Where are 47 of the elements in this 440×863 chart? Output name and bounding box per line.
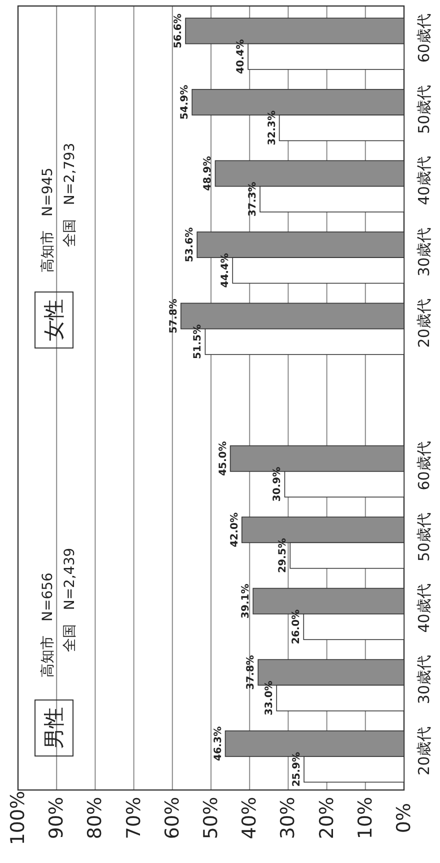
data-label: 29.5% <box>278 538 289 573</box>
y-tick-label: 50歳代 <box>415 84 433 134</box>
data-label: 48.9% <box>202 156 214 191</box>
data-label: 51.5% <box>192 324 204 360</box>
data-label: 44.4% <box>220 253 232 288</box>
y-tick-label: 30歳代 <box>415 227 433 276</box>
x-tick-label: 60% <box>161 796 184 840</box>
y-tick-label: 40歳代 <box>415 156 433 206</box>
data-label: 30.9% <box>272 466 284 502</box>
y-tick-label: 20歳代 <box>415 298 433 348</box>
y-tick-label: 50歳代 <box>415 512 433 562</box>
x-tick-label: 10% <box>354 796 376 840</box>
annotation: 高知市 N=656 <box>40 572 56 678</box>
data-label: 46.3% <box>212 726 224 762</box>
x-tick-label: 90% <box>46 796 68 840</box>
data-label: 37.8% <box>246 655 257 690</box>
annotation: 男性 <box>42 707 66 749</box>
data-label: 32.3% <box>266 110 278 146</box>
x-tick-label: 20% <box>316 796 338 840</box>
data-label: 56.6% <box>173 14 184 48</box>
y-tick-label: 20歳代 <box>415 726 433 776</box>
data-label: 37.3% <box>248 182 259 216</box>
annotation: 高知市 N=945 <box>40 168 56 272</box>
x-tick-label: 30% <box>277 796 300 840</box>
annotation: 女性 <box>42 299 66 341</box>
data-label: 53.6% <box>184 227 196 262</box>
data-label: 25.9% <box>292 752 303 787</box>
x-tick-label: 0% <box>393 802 415 834</box>
data-label: 33.0% <box>264 680 276 716</box>
data-label: 54.9% <box>180 84 191 120</box>
x-tick-label: 80% <box>84 796 106 840</box>
x-tick-label: 50% <box>200 796 222 840</box>
data-label: 26.0% <box>291 609 302 644</box>
y-tick-label: 60歳代 <box>415 441 433 490</box>
y-tick-label: 60歳代 <box>415 14 433 63</box>
x-tick-label: 100% <box>7 790 29 846</box>
data-label: 57.8% <box>168 298 180 334</box>
data-label: 45.0% <box>218 441 229 476</box>
annotation: 全国 N=2,793 <box>62 142 78 248</box>
annotation: 全国 N=2,439 <box>62 548 78 652</box>
y-tick-label: 40歳代 <box>415 584 433 633</box>
data-label: 42.0% <box>229 512 240 548</box>
data-label: 39.1% <box>240 584 252 618</box>
x-tick-label: 40% <box>238 796 261 840</box>
data-label: 40.4% <box>236 39 247 74</box>
x-tick-label: 70% <box>122 796 145 840</box>
y-tick-label: 30歳代 <box>415 654 433 704</box>
